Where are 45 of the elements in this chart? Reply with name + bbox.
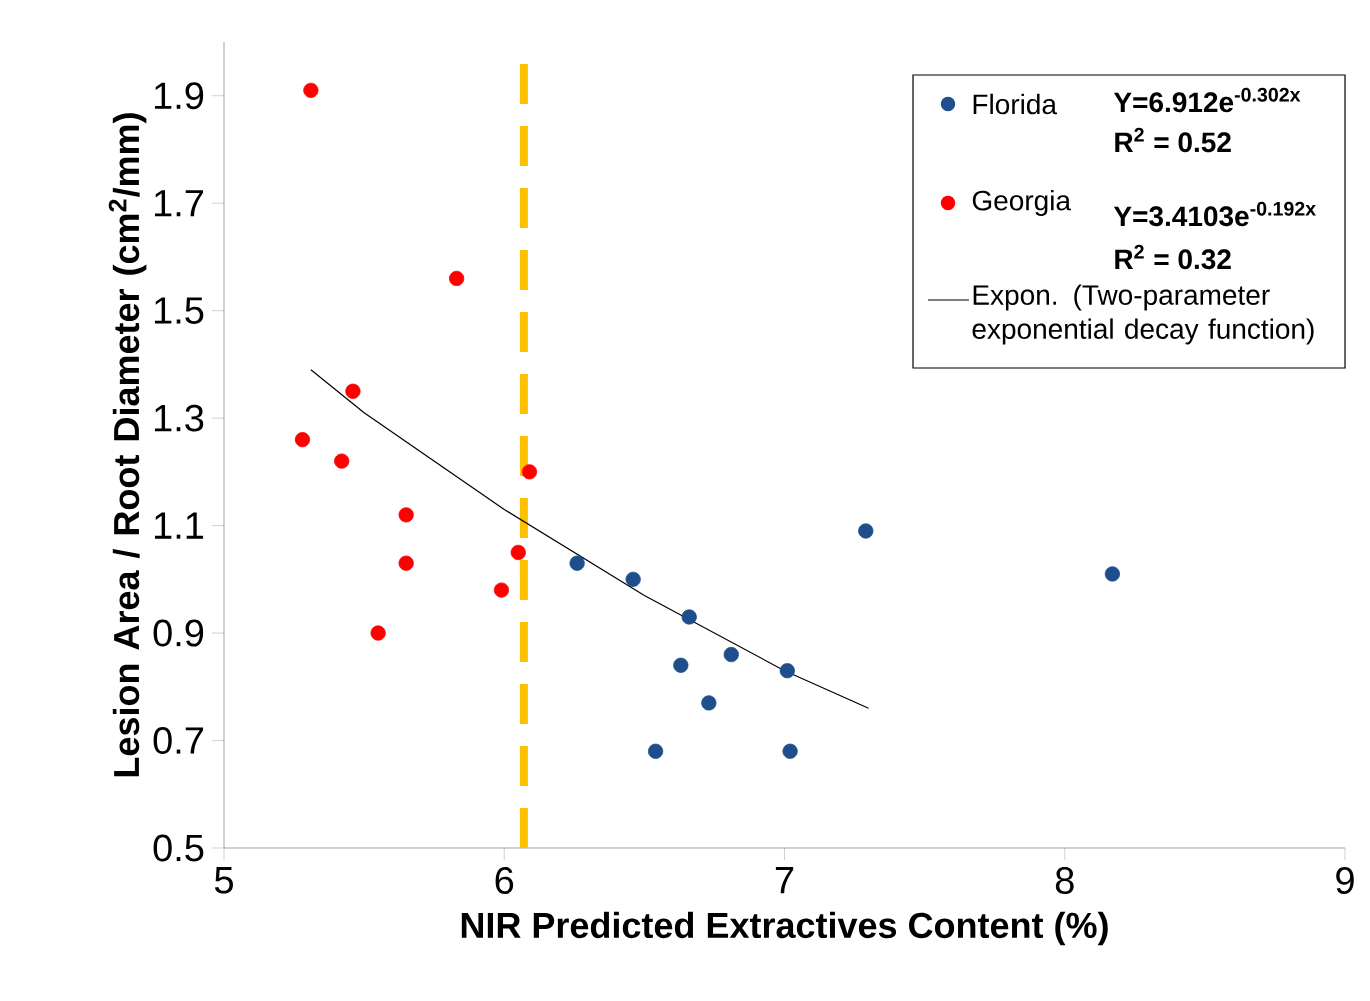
point — [294, 432, 311, 448]
point — [1104, 566, 1121, 582]
x-tick-label: 6 — [495, 867, 514, 894]
x-tick-label: 9 — [1336, 867, 1354, 894]
x-tick-label: 5 — [214, 867, 233, 894]
annotation: R$^{2}$ = 0.52 — [1115, 127, 1231, 153]
y-tick-label: 0.9 — [153, 619, 204, 647]
point — [398, 507, 414, 523]
point — [723, 646, 739, 663]
point — [398, 555, 414, 571]
annotation: Y=6.912e$^{-0.302x}$ — [1113, 87, 1301, 113]
point — [779, 663, 795, 679]
y-tick-label: 1.3 — [154, 404, 204, 432]
legend-label: Expon. (Two-parameter exponential decay function) — [972, 284, 1314, 345]
point — [493, 582, 510, 598]
point — [510, 544, 526, 561]
y-tick-label: 1.1 — [154, 512, 204, 539]
y-tick-label: 0.5 — [153, 834, 204, 862]
point — [569, 555, 585, 571]
line-series — [310, 369, 870, 709]
point — [673, 657, 689, 673]
annotation: R$^{2}$ = 0.32 — [1115, 244, 1231, 270]
point — [782, 743, 798, 759]
point — [521, 464, 538, 480]
point — [345, 383, 361, 399]
y-axis-title: Lesion Area / Root Diameter (cm$^{2}$/mm) — [108, 113, 147, 777]
y-tick-label: 1.7 — [154, 190, 204, 217]
point — [858, 523, 874, 539]
x-tick-label: 7 — [775, 867, 794, 894]
x-tick-label: 8 — [1055, 867, 1074, 894]
legend-label: Florida — [973, 93, 1057, 115]
legend-label: Georgia — [972, 189, 1072, 217]
point — [370, 625, 386, 641]
point — [625, 571, 641, 587]
point — [303, 82, 319, 98]
y-tick-label: 1.5 — [154, 297, 204, 324]
point — [334, 453, 350, 469]
y-tick-label: 0.7 — [153, 727, 204, 754]
point — [701, 695, 717, 711]
point — [681, 609, 697, 625]
point — [449, 270, 465, 287]
annotation: Y=3.4103e$^{-0.192x}$ — [1113, 201, 1316, 227]
point — [647, 743, 664, 759]
y-tick-label: 1.9 — [154, 82, 204, 110]
x-axis-title: NIR Predicted Extractives Content (%) — [461, 911, 1108, 946]
